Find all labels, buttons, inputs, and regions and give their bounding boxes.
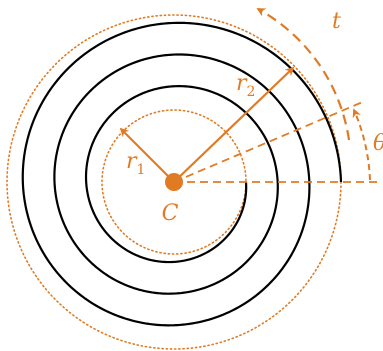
r1-label: r1 [126,149,145,178]
r2-subscript: 2 [247,84,256,100]
center-label: C [162,201,179,226]
t-label: t [332,9,341,34]
theta-label: θ [373,131,383,156]
spiral-curve [21,21,343,327]
center-point [165,173,183,191]
r1-arrow [119,127,175,183]
r1-letter: r [126,149,138,174]
t-direction-arrow [256,8,351,141]
r2-arrow [173,66,295,183]
r2-letter: r [236,71,248,96]
angle-line [173,100,366,183]
theta-angle-arrow [352,108,371,181]
r2-label: r2 [236,71,255,100]
r1-subscript: 1 [137,162,146,178]
